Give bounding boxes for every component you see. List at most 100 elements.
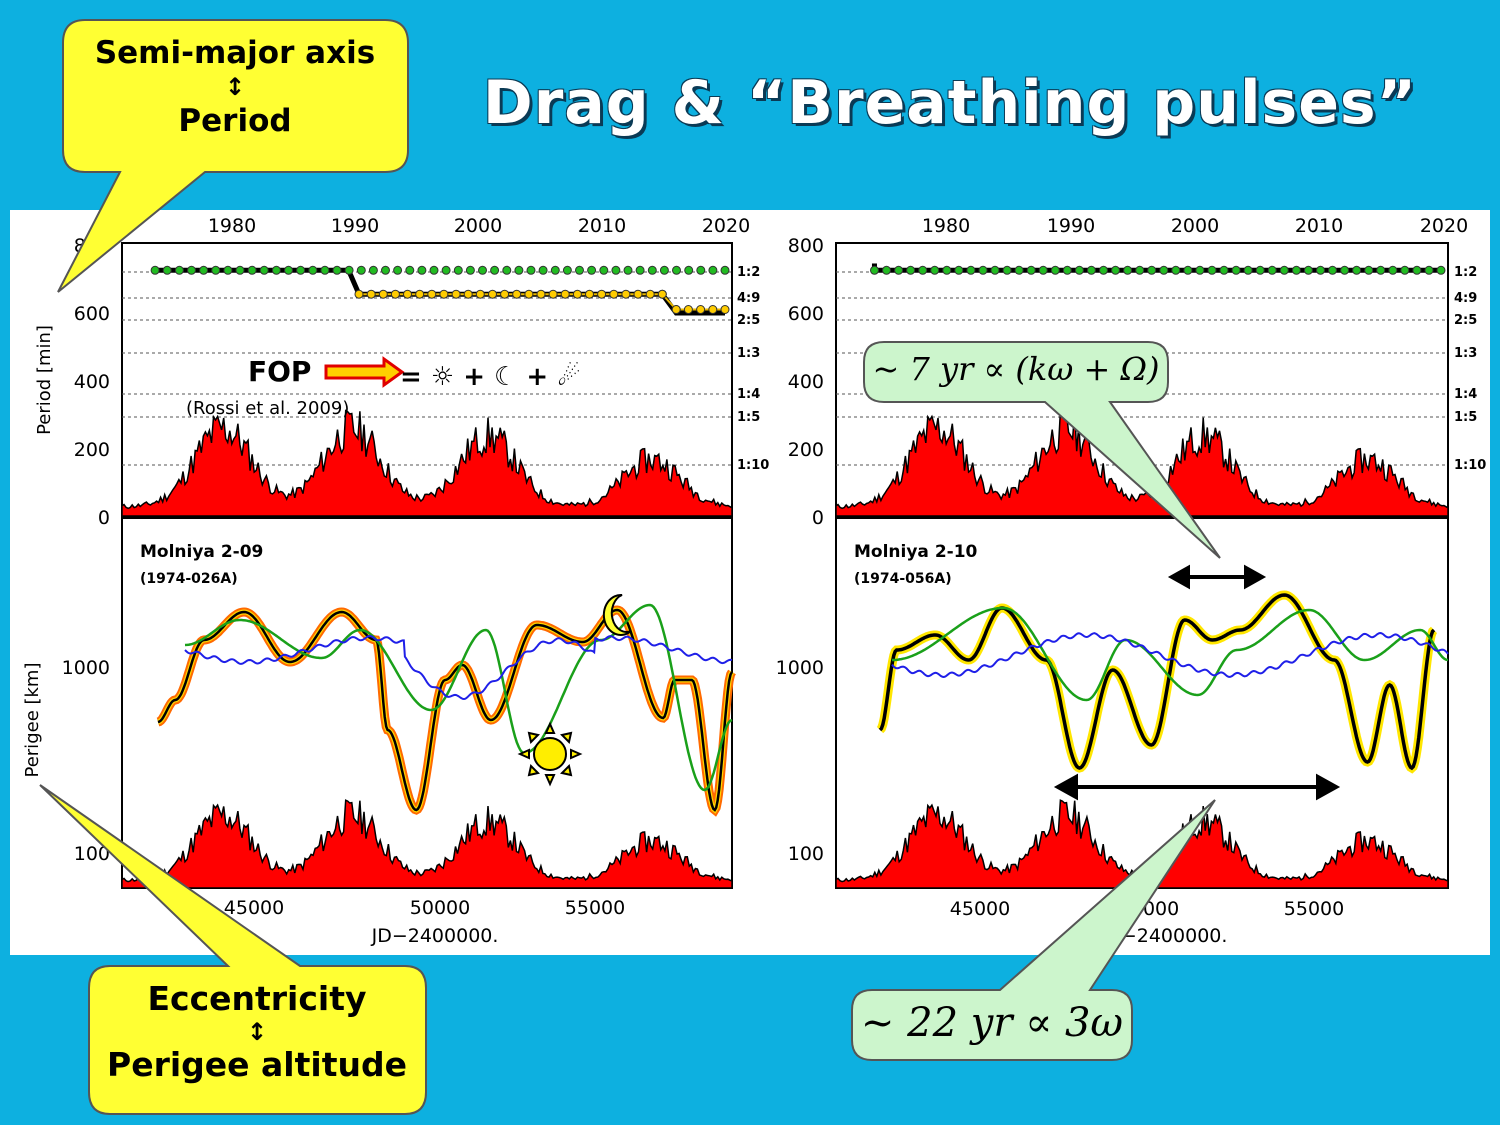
green-period-dot	[1340, 265, 1350, 275]
green-period-dot	[882, 265, 891, 275]
green-period-dot	[259, 265, 269, 275]
green-period-dot	[954, 265, 964, 275]
solar-activity-perigee	[121, 799, 733, 889]
green-period-dot	[1412, 265, 1422, 275]
green-period-dot	[344, 265, 354, 275]
period-y-tick-label: 800	[74, 235, 110, 257]
green-period-dot	[1123, 265, 1133, 275]
callout-line: Eccentricity	[147, 979, 367, 1018]
resonance-label: 4:9	[1454, 291, 1477, 306]
slide-title: Drag & “Breathing pulses”	[482, 68, 1418, 138]
resonance-label: 1:3	[737, 346, 760, 361]
green-period-dot	[247, 265, 257, 275]
resonance-label: 1:4	[1454, 387, 1477, 402]
green-period-dot	[538, 265, 548, 275]
green-period-dot	[514, 265, 524, 275]
resonance-label: 1:5	[1454, 410, 1477, 425]
solar-activity-period	[835, 409, 1449, 517]
year-tick-label: 2020	[702, 215, 750, 237]
green-period-dot	[174, 265, 184, 275]
yellow-period-dot	[548, 289, 558, 299]
period-y-tick-label: 600	[788, 303, 824, 325]
period-y-tick-label: 200	[788, 439, 824, 461]
callout-line: Semi-major axis	[94, 35, 376, 71]
x-tick-label: 55000	[565, 897, 625, 919]
green-period-dot	[647, 265, 657, 275]
green-period-dot	[1050, 265, 1060, 275]
x-tick-label: 50000	[1119, 898, 1179, 920]
x-tick-label: 50000	[410, 897, 470, 919]
solar-activity-area	[835, 799, 1449, 889]
green-period-dot	[611, 265, 621, 275]
year-tick-label: 2000	[1171, 215, 1219, 237]
green-period-dot	[623, 265, 633, 275]
green-period-dot	[1255, 265, 1265, 275]
x-ticks: 45000 50000 55000	[224, 897, 625, 919]
green-period-dot	[599, 265, 609, 275]
period-y-tick-label: 0	[812, 507, 824, 529]
green-period-dot	[1291, 265, 1301, 275]
resonance-label: 4:9	[737, 291, 760, 306]
yellow-period-dot	[621, 289, 631, 299]
green-period-dot	[1038, 265, 1048, 275]
yellow-period-dot	[366, 289, 376, 299]
green-period-dot	[918, 265, 928, 275]
object-label: Molniya 2-09	[140, 542, 263, 562]
yellow-period-dot	[427, 289, 437, 299]
period-axis-label: Period [min]	[34, 325, 55, 435]
green-period-dot	[550, 265, 560, 275]
yellow-period-dot	[645, 289, 655, 299]
yellow-period-dot	[560, 289, 570, 299]
green-period-dot	[320, 265, 330, 275]
object-label: Molniya 2-10	[854, 542, 978, 562]
green-period-dot	[894, 265, 904, 275]
year-tick-label: 1980	[208, 215, 256, 237]
green-period-dot	[575, 265, 584, 275]
green-period-dot	[1171, 265, 1181, 275]
year-tick-label: 1990	[331, 215, 379, 237]
perigee-y-ticks: 1000 100	[776, 657, 824, 865]
callout-top-left-text: Semi-major axis ↕ Period	[70, 32, 400, 142]
green-period-dot	[1074, 265, 1084, 275]
green-period-dot	[672, 265, 681, 275]
object-id: (1974-026A)	[140, 571, 238, 587]
resonance-label: 2:5	[1454, 313, 1477, 328]
callout-bottom-left-text: Eccentricity ↕ Perigee altitude	[92, 978, 422, 1086]
green-period-dot	[223, 265, 233, 275]
resonance-label: 1:4	[737, 387, 760, 402]
green-period-dot	[684, 265, 694, 275]
updown-arrow-icon: ↕	[224, 73, 246, 101]
resonance-label: 1:5	[737, 410, 760, 425]
green-period-dot	[465, 265, 475, 275]
perigee-series	[156, 603, 736, 817]
observed-perigee-line	[878, 593, 1436, 771]
green-period-dot	[635, 265, 645, 275]
updown-arrow-icon: ↕	[246, 1018, 268, 1046]
x-axis-label: JD−2400000.	[371, 925, 499, 947]
x-tick-label: 45000	[950, 898, 1010, 920]
yellow-period-dot	[609, 289, 619, 299]
callout-line: Perigee altitude	[107, 1045, 407, 1084]
green-period-dot	[1352, 265, 1362, 275]
green-period-dot	[696, 265, 706, 275]
green-period-dot	[368, 265, 378, 275]
moon-perturbation-line	[184, 603, 733, 792]
yellow-period-dot	[524, 289, 534, 299]
green-period-dot	[906, 265, 916, 275]
period-y-ticks: 800 600 400 200 0	[74, 235, 110, 529]
resonance-label: 1:2	[1454, 265, 1477, 280]
yellow-period-dot	[597, 289, 607, 299]
green-period-dot	[720, 265, 730, 275]
green-period-dot	[870, 265, 879, 275]
perigee-y-tick-label: 100	[788, 843, 824, 865]
green-period-dot	[1328, 265, 1337, 275]
green-period-dot	[393, 265, 403, 275]
resonance-label: 1:10	[737, 458, 769, 473]
green-period-dot	[429, 265, 439, 275]
green-period-dot	[502, 265, 512, 275]
yellow-period-dot	[439, 289, 449, 299]
year-tick-label: 1980	[922, 215, 970, 237]
object-id: (1974-056A)	[854, 571, 952, 587]
green-period-dot	[1364, 265, 1374, 275]
period-y-tick-label: 600	[74, 303, 110, 325]
